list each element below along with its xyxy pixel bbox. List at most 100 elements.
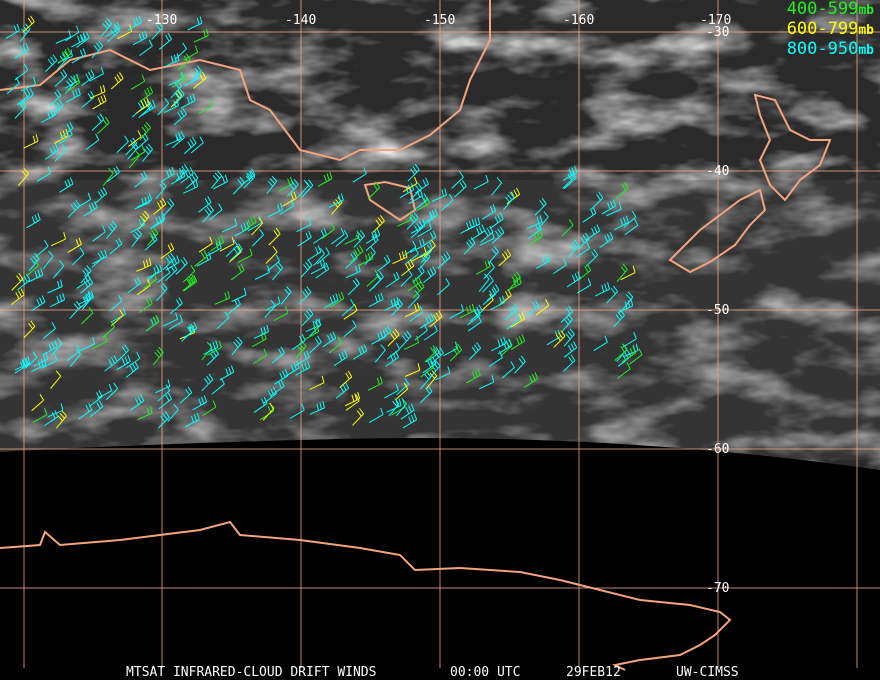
wind-barb	[225, 239, 238, 257]
wind-barb	[193, 28, 209, 43]
wind-barb	[504, 303, 518, 321]
wind-barb	[622, 346, 637, 363]
wind-barb	[59, 128, 73, 145]
wind-barb	[501, 361, 515, 379]
wind-barb	[267, 203, 283, 218]
wind-barb	[262, 402, 275, 421]
wind-barb	[157, 266, 171, 284]
wind-barb	[163, 98, 180, 114]
wind-barb	[454, 180, 467, 198]
wind-barb	[330, 227, 345, 245]
wind-barb	[42, 250, 54, 270]
wind-barb	[388, 398, 400, 417]
wind-barb	[367, 181, 381, 200]
wind-barb	[17, 167, 29, 187]
wind-barb	[506, 276, 522, 292]
wind-barb	[231, 287, 247, 303]
wind-barb	[469, 304, 483, 322]
wind-barb	[562, 171, 575, 189]
wind-barb	[219, 365, 235, 381]
wind-barb	[90, 84, 106, 99]
wind-barb	[614, 343, 628, 361]
wind-barb	[503, 191, 515, 210]
wind-barb	[273, 306, 289, 322]
wind-barb	[489, 212, 504, 229]
wind-barb	[409, 238, 425, 253]
wind-barb	[395, 398, 407, 417]
wind-barb	[67, 237, 82, 253]
wind-barb	[339, 370, 353, 388]
wind-barb	[424, 344, 438, 363]
wind-barb	[47, 279, 63, 294]
wind-barb	[50, 370, 62, 389]
wind-barb	[254, 265, 271, 280]
wind-barb	[181, 324, 194, 342]
wind-barb	[44, 143, 59, 160]
wind-barb	[82, 291, 94, 310]
wind-barb	[335, 381, 350, 399]
wind-barb	[437, 251, 451, 269]
wind-barb	[175, 257, 188, 275]
coastlines	[0, 0, 832, 671]
wind-barb	[305, 318, 322, 333]
wind-barb	[437, 278, 450, 296]
wind-barb	[31, 295, 46, 312]
wind-barb	[313, 247, 325, 266]
wind-barb	[299, 286, 312, 304]
wind-barb	[295, 360, 311, 376]
wind-barb	[173, 108, 187, 126]
wind-barb	[128, 130, 142, 147]
wind-barb	[404, 302, 420, 318]
wind-barb	[162, 198, 175, 217]
wind-barb	[213, 174, 228, 190]
wind-barb	[498, 248, 512, 267]
wind-barb	[32, 408, 48, 423]
wind-barb	[253, 396, 268, 413]
wind-barb	[599, 231, 614, 248]
wind-barb	[169, 297, 183, 315]
wind-barb	[401, 259, 415, 277]
wind-barb	[14, 63, 29, 81]
wind-barb	[78, 403, 93, 420]
wind-barb	[214, 291, 231, 305]
wind-barb	[383, 296, 400, 311]
wind-barb	[231, 336, 243, 356]
wind-barb	[422, 357, 437, 374]
wind-barb	[80, 276, 94, 294]
wind-barb	[14, 356, 31, 371]
wind-barb	[525, 300, 540, 317]
wind-barb	[561, 313, 574, 332]
wind-barb	[268, 227, 281, 246]
wind-barb	[57, 47, 72, 64]
wind-barb	[81, 69, 95, 87]
wind-barb	[481, 274, 494, 293]
wind-barb	[368, 407, 384, 423]
wind-barb	[471, 224, 486, 241]
wind-barb	[219, 236, 235, 252]
wind-barb	[594, 282, 610, 297]
wind-barb	[14, 100, 27, 119]
wind-barb	[107, 24, 120, 43]
wind-barb	[534, 197, 547, 216]
wind-barb	[116, 344, 129, 362]
wind-barb	[301, 308, 314, 327]
wind-barb	[193, 71, 207, 89]
wind-barb	[136, 258, 152, 272]
wind-barb	[202, 204, 214, 223]
wind-barb	[429, 310, 443, 328]
wind-barb	[628, 348, 643, 365]
wind-barb	[251, 228, 264, 247]
wind-barb	[347, 277, 360, 296]
wind-barb	[406, 211, 419, 230]
wind-barb	[116, 354, 131, 371]
wind-barb	[171, 72, 187, 88]
wind-barb	[183, 275, 198, 292]
wind-barb	[221, 218, 238, 233]
wind-barb	[131, 228, 143, 248]
wind-barb	[274, 369, 289, 385]
wind-barb	[352, 344, 368, 360]
wind-barb	[167, 403, 179, 423]
wind-barb	[402, 240, 417, 258]
wind-barb	[377, 254, 391, 272]
